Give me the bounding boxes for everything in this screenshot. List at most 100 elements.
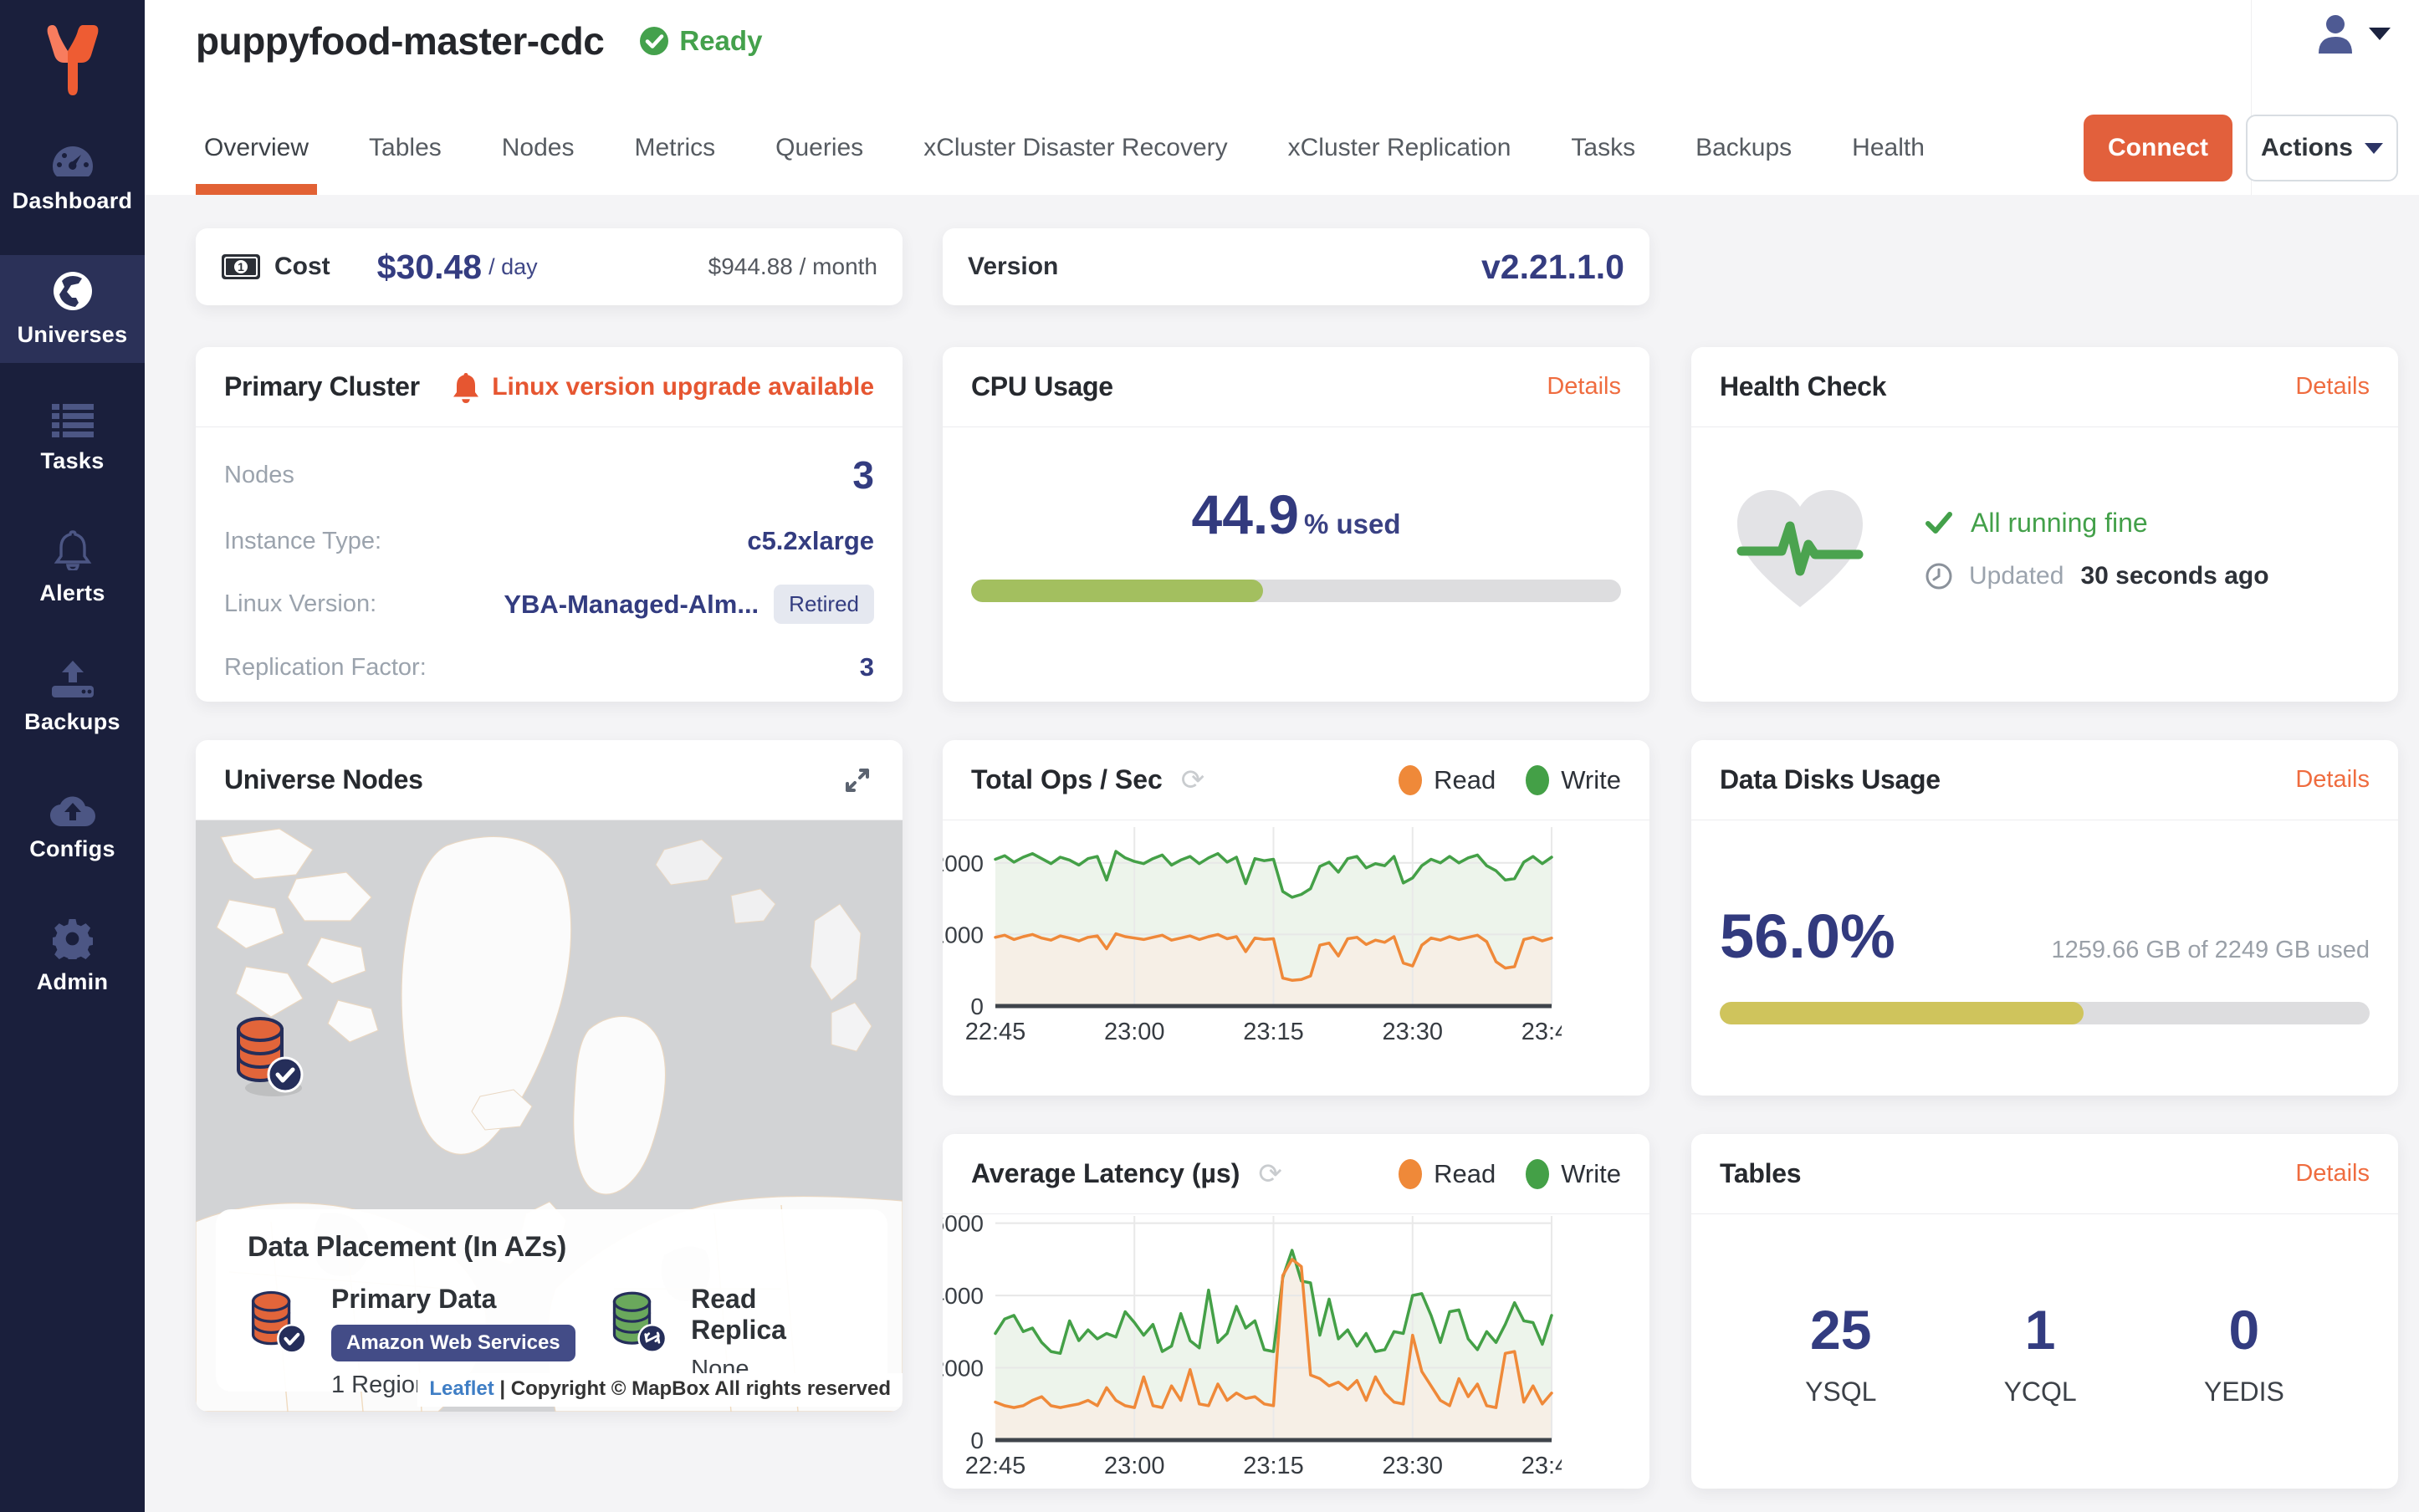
actions-label: Actions bbox=[2260, 134, 2353, 161]
chart-title: Total Ops / Sec bbox=[971, 764, 1163, 794]
sidebar-item-backups[interactable]: Backups bbox=[0, 644, 145, 752]
cluster-row-linux-version: Linux Version: YBA-Managed-Alm... Retire… bbox=[224, 585, 874, 624]
avg-latency-chart[interactable]: 0 2000 4000 6000 22:45 23:00 23:15 23:30 23:45 bbox=[943, 1204, 1562, 1485]
tab-health[interactable]: Health bbox=[1852, 134, 1925, 161]
data-disks-card: Data Disks Usage Details 56.0% 1259.66 G… bbox=[1691, 740, 2398, 1096]
cost-label: Cost bbox=[274, 253, 330, 280]
svg-text:22:45: 22:45 bbox=[965, 1453, 1026, 1479]
data-placement-title: Data Placement (In AZs) bbox=[248, 1231, 567, 1263]
card-title: Universe Nodes bbox=[224, 764, 423, 794]
tab-xcluster-replication[interactable]: xCluster Replication bbox=[1287, 134, 1511, 161]
connect-button[interactable]: Connect bbox=[2084, 115, 2232, 181]
svg-text:6000: 6000 bbox=[943, 1211, 984, 1237]
svg-text:23:00: 23:00 bbox=[1104, 1453, 1165, 1479]
total-ops-chart[interactable]: 0 1000 2000 22:45 23:00 23:15 23:30 23:45 bbox=[943, 820, 1562, 1080]
cpu-details-link[interactable]: Details bbox=[1547, 373, 1621, 400]
cluster-row-instance-type: Instance Type: c5.2xlarge bbox=[224, 526, 874, 555]
svg-text:4000: 4000 bbox=[943, 1283, 984, 1309]
refresh-icon[interactable]: ⟳ bbox=[1180, 764, 1205, 796]
tab-backups[interactable]: Backups bbox=[1695, 134, 1793, 161]
svg-text:23:00: 23:00 bbox=[1104, 1019, 1165, 1045]
universe-nodes-card: Universe Nodes bbox=[196, 740, 903, 1412]
linux-upgrade-link[interactable]: Linux version upgrade available bbox=[452, 371, 874, 403]
version-label: Version bbox=[968, 253, 1059, 280]
leaflet-link[interactable]: Leaflet bbox=[429, 1377, 494, 1400]
user-menu[interactable] bbox=[2315, 13, 2391, 54]
tab-tasks[interactable]: Tasks bbox=[1571, 134, 1636, 161]
copyright-text: | Copyright © MapBox All rights reserved bbox=[499, 1377, 891, 1400]
svg-text:23:30: 23:30 bbox=[1382, 1019, 1443, 1045]
svg-text:1: 1 bbox=[238, 260, 244, 273]
ycql-stat: 1 YCQL bbox=[2003, 1299, 2077, 1407]
sidebar-item-tasks[interactable]: Tasks bbox=[0, 385, 145, 493]
health-status: All running fine bbox=[1925, 508, 2269, 539]
cpu-progress-fill bbox=[971, 580, 1263, 602]
svg-text:23:45: 23:45 bbox=[1521, 1453, 1562, 1479]
cpu-percent-suffix: % used bbox=[1303, 508, 1401, 539]
gear-icon bbox=[52, 919, 93, 959]
health-details-link[interactable]: Details bbox=[2295, 373, 2370, 400]
sidebar-item-universes[interactable]: Universes bbox=[0, 255, 145, 363]
tables-details-link[interactable]: Details bbox=[2295, 1160, 2370, 1187]
primary-node-marker[interactable] bbox=[232, 1011, 309, 1102]
cloud-upload-icon bbox=[49, 796, 95, 826]
total-ops-card: Total Ops / Sec ⟳ Read Write 0 1000 2000 22… bbox=[943, 740, 1649, 1096]
world-map[interactable]: Data Placement (In AZs) Primary Data A bbox=[196, 820, 903, 1412]
cpu-usage-card: CPU Usage Details 44.9% used bbox=[943, 347, 1649, 702]
tab-metrics[interactable]: Metrics bbox=[634, 134, 716, 161]
sidebar-item-label: Alerts bbox=[39, 580, 105, 605]
check-circle-icon bbox=[640, 27, 669, 55]
tab-xcluster-disaster-recovery[interactable]: xCluster Disaster Recovery bbox=[923, 134, 1228, 161]
disks-usage-text: 1259.66 GB of 2249 GB used bbox=[2051, 937, 2370, 963]
tab-queries[interactable]: Queries bbox=[775, 134, 864, 161]
sidebar-item-dashboard[interactable]: Dashboard bbox=[0, 125, 145, 233]
disks-details-link[interactable]: Details bbox=[2295, 766, 2370, 793]
data-placement-overlay: Data Placement (In AZs) Primary Data A bbox=[216, 1209, 887, 1398]
task-list-icon bbox=[51, 404, 94, 437]
globe-icon bbox=[53, 272, 92, 310]
sidebar-item-label: Dashboard bbox=[12, 188, 133, 213]
logo-right-arm bbox=[67, 25, 98, 95]
tab-nodes[interactable]: Nodes bbox=[501, 134, 575, 161]
yedis-stat: 0 YEDIS bbox=[2203, 1299, 2284, 1407]
read-legend-dot bbox=[1399, 764, 1423, 795]
primary-cluster-card: Primary Cluster Linux version upgrade av… bbox=[196, 347, 903, 702]
tab-bar: Overview Tables Nodes Metrics Queries xC… bbox=[196, 101, 2398, 195]
tab-tables[interactable]: Tables bbox=[369, 134, 442, 161]
write-legend-dot bbox=[1526, 1158, 1550, 1189]
cpu-progress-track bbox=[971, 580, 1621, 602]
svg-text:2000: 2000 bbox=[943, 850, 984, 876]
user-icon bbox=[2319, 15, 2352, 54]
expand-icon[interactable] bbox=[841, 764, 874, 797]
actions-button[interactable]: Actions bbox=[2246, 115, 2398, 181]
retired-badge: Retired bbox=[774, 585, 874, 624]
svg-text:1000: 1000 bbox=[943, 922, 984, 948]
status-badge: Ready bbox=[639, 25, 762, 57]
sidebar-item-alerts[interactable]: Alerts bbox=[0, 514, 145, 622]
tab-overview[interactable]: Overview bbox=[196, 101, 318, 195]
map-attribution: Leaflet | Copyright © MapBox All rights … bbox=[417, 1373, 903, 1407]
chart-legend: Read Write bbox=[1399, 1158, 1621, 1189]
read-replica-label: Read Replica bbox=[691, 1284, 786, 1345]
primary-db-icon bbox=[251, 1290, 307, 1354]
avg-latency-card: Average Latency (µs) ⟳ Read Write 0 2000 4… bbox=[943, 1134, 1649, 1489]
chart-legend: Read Write bbox=[1399, 764, 1621, 795]
cluster-row-nodes: Nodes 3 bbox=[224, 453, 874, 497]
sidebar-item-configs[interactable]: Configs bbox=[0, 774, 145, 881]
svg-text:23:15: 23:15 bbox=[1243, 1019, 1304, 1045]
sidebar-item-label: Admin bbox=[36, 969, 109, 994]
svg-text:23:30: 23:30 bbox=[1382, 1453, 1443, 1479]
status-label: Ready bbox=[679, 25, 763, 56]
sidebar-item-admin[interactable]: Admin bbox=[0, 903, 145, 1011]
yugabyte-logo[interactable] bbox=[0, 0, 145, 125]
overview-content: 1 Cost $30.48 / day $944.88 / month Vers… bbox=[145, 195, 2419, 1512]
refresh-icon[interactable]: ⟳ bbox=[1258, 1157, 1282, 1190]
card-title: Data Disks Usage bbox=[1720, 764, 1941, 794]
primary-data-label: Primary Data bbox=[331, 1284, 497, 1314]
bell-icon bbox=[54, 530, 91, 570]
sidebar: Dashboard Universes Tasks Alerts Backups bbox=[0, 0, 145, 1512]
svg-text:23:15: 23:15 bbox=[1243, 1453, 1304, 1479]
cost-per-day: $30.48 bbox=[376, 247, 483, 286]
ysql-stat: 25 YSQL bbox=[1805, 1299, 1877, 1407]
health-updated: Updated 30 seconds ago bbox=[1925, 562, 2269, 590]
